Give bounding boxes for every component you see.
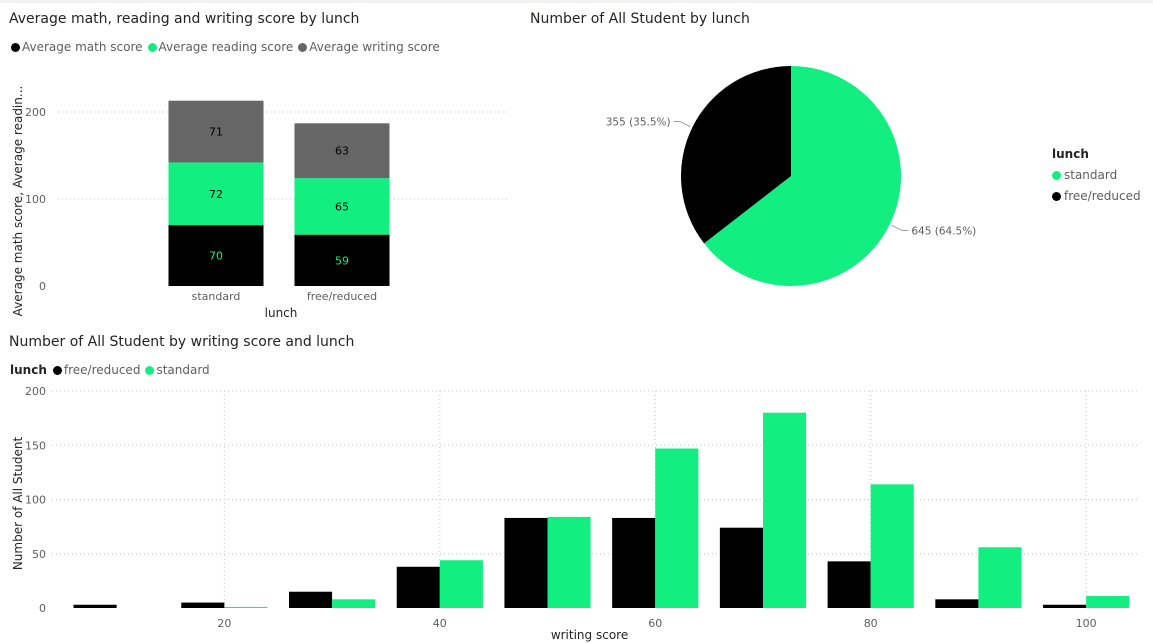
- legend-dot: [145, 365, 155, 375]
- pie-legend-item-free-reduced[interactable]: free/reduced: [1052, 189, 1141, 203]
- legend-dot: [1052, 191, 1061, 201]
- bar: [224, 606, 268, 608]
- x-tick-label: 20: [217, 617, 231, 630]
- y-tick-label: 200: [25, 106, 46, 119]
- x-tick-label: 100: [1076, 617, 1097, 630]
- bar-segment: [294, 178, 390, 235]
- data-label: 70: [209, 250, 223, 263]
- bar-segment: [168, 225, 264, 286]
- bar-segment: [294, 234, 390, 286]
- legend-item-reading[interactable]: Average reading score: [147, 40, 294, 54]
- bar: [547, 516, 591, 608]
- legend-label: free/reduced: [63, 363, 141, 377]
- pie-chart: 645 (64.5%) 355 (35.5%): [606, 66, 976, 286]
- y-tick-label: 0: [39, 602, 46, 615]
- chart1-title: Average math, reading and writing score …: [9, 11, 360, 27]
- pie-legend: lunch standard free/reduced: [1052, 147, 1141, 210]
- y-tick-label: 100: [25, 494, 46, 507]
- data-label: 59: [335, 254, 349, 267]
- legend-item-free-reduced[interactable]: free/reduced: [52, 363, 141, 377]
- bar: [396, 566, 440, 608]
- y-tick-label: 200: [25, 385, 46, 398]
- legend-dot: [147, 42, 157, 52]
- bar-segment: [294, 123, 390, 179]
- bar: [978, 547, 1022, 608]
- legend-dot: [1052, 170, 1061, 180]
- y-tick-label: 0: [39, 280, 46, 293]
- legend-dot: [11, 42, 20, 52]
- x-tick-label: 40: [433, 617, 447, 630]
- legend-label: free/reduced: [1064, 189, 1141, 203]
- bar: [288, 591, 333, 608]
- bar-segment: [168, 162, 264, 226]
- pie-slice: [704, 66, 901, 286]
- chart3-title: Number of All Student by writing score a…: [9, 334, 355, 350]
- bar: [1086, 596, 1130, 608]
- bar: [655, 448, 699, 608]
- bar: [762, 412, 807, 608]
- x-axis-label: writing score: [551, 628, 628, 642]
- bar: [73, 604, 117, 608]
- bar: [332, 599, 376, 608]
- legend-label: Average reading score: [158, 40, 294, 54]
- chart1-legend: Average math score Average reading score…: [11, 40, 445, 54]
- pie-slice: [681, 66, 791, 244]
- y-tick-label: 100: [25, 193, 46, 206]
- y-axis-label: Average math score, Average readin...: [11, 86, 25, 317]
- legend-dot: [52, 365, 62, 375]
- legend-item-standard[interactable]: standard: [145, 363, 210, 377]
- x-tick-label: standard: [192, 290, 241, 303]
- bar: [870, 484, 914, 608]
- data-label: 63: [335, 145, 349, 158]
- bar-segment: [168, 100, 264, 163]
- legend-label: Average writing score: [309, 40, 440, 54]
- top-border: [0, 0, 1153, 3]
- leader-line: [673, 120, 691, 128]
- y-axis-label: Number of All Student: [11, 437, 25, 571]
- data-label: 71: [209, 126, 223, 139]
- chart2-title: Number of All Student by lunch: [530, 11, 750, 27]
- y-tick-label: 50: [32, 548, 46, 561]
- legend-dot: [298, 42, 308, 52]
- legend-title: lunch: [10, 363, 47, 377]
- bar: [439, 560, 483, 608]
- bar: [719, 527, 763, 608]
- slice-label: 355 (35.5%): [606, 116, 671, 128]
- bar: [827, 561, 871, 608]
- chart3-legend: lunch free/reduced standard: [10, 363, 215, 377]
- bar: [612, 517, 656, 608]
- x-axis-label: lunch: [265, 306, 298, 320]
- legend-label: standard: [156, 363, 210, 377]
- legend-item-writing[interactable]: Average writing score: [298, 40, 440, 54]
- legend-label: standard: [1064, 168, 1118, 182]
- x-tick-label: free/reduced: [307, 290, 377, 303]
- legend-item-math[interactable]: Average math score: [11, 40, 143, 54]
- y-tick-label: 150: [25, 439, 46, 452]
- bar: [181, 602, 225, 608]
- leader-line: [891, 224, 909, 232]
- legend-label: Average math score: [22, 40, 143, 54]
- x-tick-label: 80: [864, 617, 878, 630]
- data-label: 72: [209, 188, 223, 201]
- bar: [504, 517, 548, 608]
- bar: [1043, 604, 1087, 608]
- pie-legend-title: lunch: [1052, 147, 1089, 161]
- pie-legend-item-standard[interactable]: standard: [1052, 168, 1141, 182]
- bar: [935, 599, 979, 608]
- data-label: 65: [335, 200, 349, 213]
- slice-label: 645 (64.5%): [911, 226, 976, 238]
- x-tick-label: 60: [648, 617, 662, 630]
